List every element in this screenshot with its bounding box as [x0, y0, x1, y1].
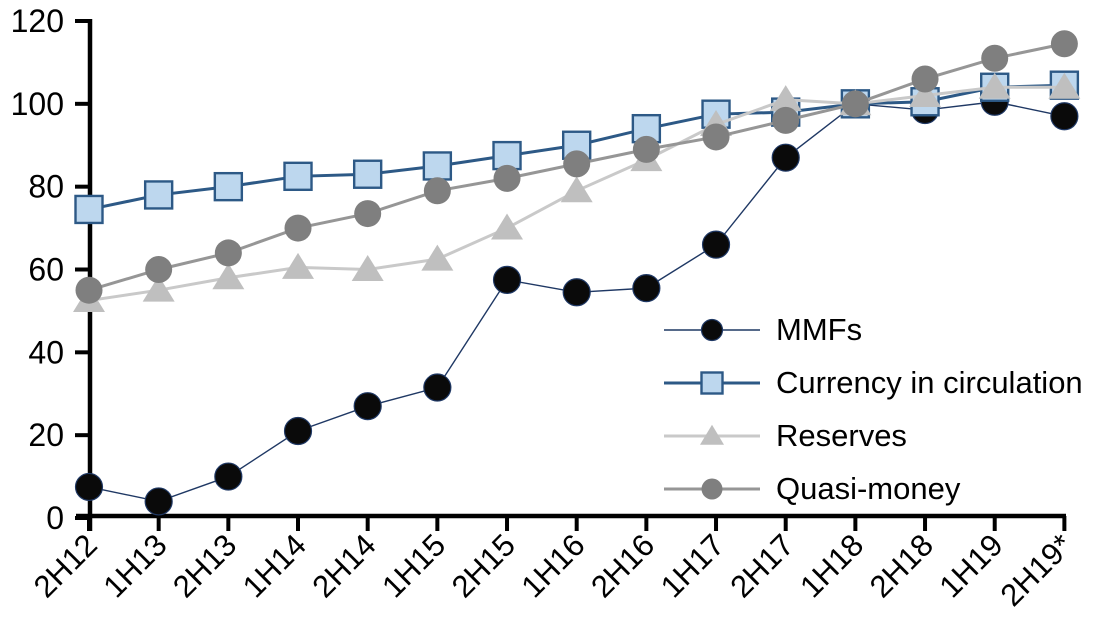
x-axis-label: 1H14 — [236, 527, 313, 604]
legend-marker-circle-icon — [664, 318, 760, 341]
x-axis-label: 2H17 — [723, 527, 800, 604]
x-axis-ticks: 2H121H132H131H142H141H152H151H162H161H17… — [27, 516, 1080, 613]
y-axis-label: 120 — [11, 3, 64, 39]
y-axis-label: 0 — [46, 500, 64, 536]
y-axis-label: 80 — [28, 169, 64, 205]
legend-label: MMFs — [776, 312, 863, 347]
x-axis-label: 1H16 — [514, 527, 591, 604]
series-quasi-money — [75, 30, 1078, 304]
x-axis-label: 1H18 — [793, 527, 870, 604]
x-axis-label: 2H14 — [305, 527, 382, 604]
x-axis-label: 2H18 — [863, 527, 940, 604]
legend-label: Quasi-money — [776, 471, 961, 506]
legend-item-reserves: Reserves — [662, 409, 1083, 462]
legend-item-quasi-money: Quasi-money — [662, 462, 1083, 515]
x-axis-label: 2H19* — [994, 527, 1080, 613]
x-axis-label: 2H16 — [584, 527, 661, 604]
legend-marker-square-icon — [664, 370, 760, 395]
y-axis-label: 60 — [28, 251, 64, 287]
x-axis-label: 1H15 — [375, 527, 452, 604]
legend-label: Currency in circulation — [776, 365, 1083, 400]
legend-item-currency-in-circulation: Currency in circulation — [662, 356, 1083, 409]
y-axis-label: 20 — [28, 417, 64, 453]
x-axis-label: 2H12 — [27, 527, 104, 604]
legend-marker-triangle-icon — [664, 424, 760, 445]
x-axis-label: 2H13 — [166, 527, 243, 604]
y-axis-label: 100 — [11, 86, 64, 122]
legend-label: Reserves — [776, 418, 907, 453]
y-axis-label: 40 — [28, 334, 64, 370]
x-axis-label: 2H15 — [445, 527, 522, 604]
x-axis-label: 1H13 — [96, 527, 173, 604]
x-axis-label: 1H17 — [654, 527, 731, 604]
y-axis-ticks: 0 20 40 60 80 100 120 — [11, 3, 91, 536]
legend-marker-circle-icon — [664, 478, 760, 499]
chart-legend: MMFs Currency in circulation Reserves Quasi… — [662, 303, 1083, 515]
legend-item-mmfs: MMFs — [662, 303, 1083, 356]
